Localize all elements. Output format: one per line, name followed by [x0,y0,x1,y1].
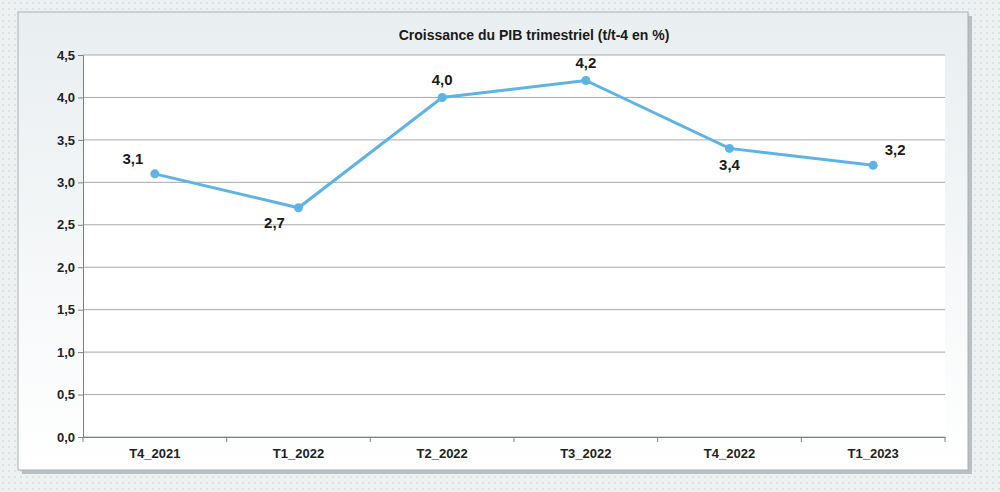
y-axis: 0,0 0,5 1,0 1,5 2,0 2,5 3,0 3,5 4,0 4,5 [57,48,84,445]
x-tick: T2_2022 [417,437,468,461]
x-tick: T4_2021 [129,437,180,461]
x-separator [801,437,802,442]
grid-line [83,267,945,268]
x-tick-label: T1_2022 [273,446,324,461]
y-tick: 4,0 [57,90,83,105]
y-tick-mark [78,140,83,141]
y-tick: 0,5 [57,387,83,402]
y-tick-label: 0,5 [57,387,75,402]
x-tick: T1_2022 [273,437,324,461]
y-tick: 1,0 [57,345,83,360]
plot-area [83,55,945,437]
y-tick-label: 1,0 [57,345,75,360]
x-tick-label: T4_2021 [129,446,180,461]
y-tick-mark [78,310,83,311]
x-separator [945,437,946,442]
y-tick-mark [78,267,83,268]
y-tick: 3,5 [57,133,83,148]
y-tick-mark [78,352,83,353]
y-axis-line [78,56,84,438]
y-tick-label: 4,5 [57,48,75,63]
data-label: 4,0 [432,71,453,88]
chart: 0,0 0,5 1,0 1,5 2,0 2,5 3,0 3,5 4,0 4,5 T4_2021 T1_… [0,0,1000,492]
y-tick-mark [78,225,83,226]
marker [294,203,303,212]
title: Croissance du PIB trimestriel (t/t-4 en … [399,27,670,43]
y-tick: 1,5 [57,302,83,317]
data-label: 3,4 [719,156,741,173]
grid-line [83,352,945,353]
y-tick: 2,0 [57,260,83,275]
y-tick-mark [78,437,83,438]
x-separator [83,437,84,442]
x-separator [514,437,515,442]
y-tick-label: 0,0 [57,430,75,445]
panel [18,12,968,470]
grid-line [83,224,945,225]
y-tick: 3,0 [57,175,83,190]
background [0,0,1000,492]
x-separator [370,437,371,442]
x-tick-label: T4_2022 [704,446,755,461]
x-separator [226,437,227,442]
marks [150,76,877,212]
x-tick: T4_2022 [704,437,755,461]
grid-line [83,139,945,140]
data-label: 4,2 [575,54,596,71]
x-tick-label: T3_2022 [560,446,611,461]
data-label: 3,2 [885,141,906,158]
marker [438,93,447,102]
x-tick: T1_2023 [848,437,899,461]
y-tick-label: 3,0 [57,175,75,190]
marker [581,76,590,85]
grid-line [83,182,945,183]
x-separators [83,437,945,442]
y-tick: 0,0 [57,430,83,445]
y-tick-label: 3,5 [57,133,75,148]
grid-line [83,394,945,395]
y-tick-mark [78,97,83,98]
y-tick-label: 4,0 [57,90,75,105]
x-tick: T3_2022 [560,437,611,461]
data-labels: 3,1 2,7 4,0 4,2 3,4 3,2 [122,54,905,230]
y-tick-mark [78,55,83,56]
panel-shadow [22,16,972,474]
x-separator [657,437,658,442]
y-tick-label: 2,0 [57,260,75,275]
y-tick-mark [78,182,83,183]
grid-line [83,97,945,98]
data-label: 2,7 [264,214,285,231]
x-axis: T4_2021 T1_2022 T2_2022 T3_2022 T4_2022 T1_20… [84,437,946,461]
line [155,80,873,207]
y-tick-label: 1,5 [57,302,75,317]
x-tick-label: T1_2023 [848,446,899,461]
grid-line [83,55,945,56]
y-tick: 4,5 [57,48,83,63]
grid-line [83,309,945,310]
grid [83,55,945,437]
marker [725,144,734,153]
y-tick-mark [78,395,83,396]
y-tick: 2,5 [57,217,83,232]
marker [150,169,159,178]
x-tick-label: T2_2022 [417,446,468,461]
data-label: 3,1 [122,150,143,167]
y-tick-label: 2,5 [57,217,75,232]
marker [869,161,878,170]
